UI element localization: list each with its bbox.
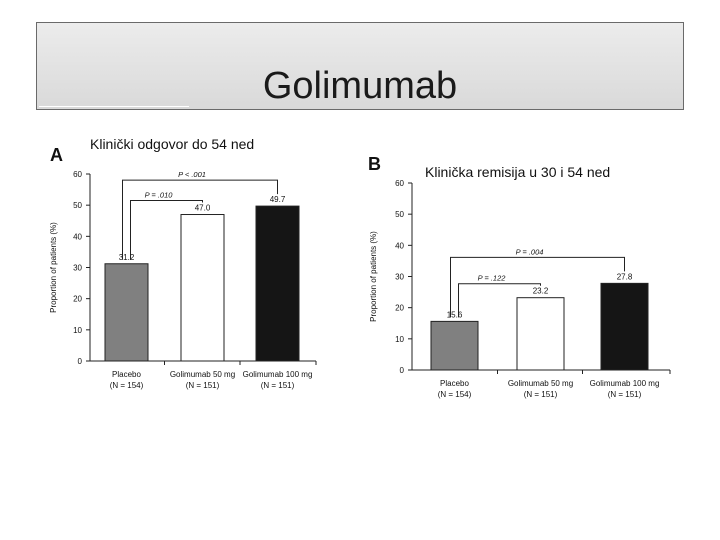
panel-b-y-tick-label: 20 <box>395 304 404 313</box>
panel-b-category-n-label: (N = 151) <box>524 390 558 399</box>
panel-b-y-tick-label: 50 <box>395 210 404 219</box>
panel-a-comparison-bracket <box>130 200 203 260</box>
panel-b-category-n-label: (N = 151) <box>608 390 642 399</box>
title-rule <box>39 106 189 107</box>
panel-b-comparison-label: P = .122 <box>478 274 507 283</box>
panel-a-y-axis-label: Proportion of patients (%) <box>49 222 58 313</box>
panel-a-letter: A <box>50 145 63 165</box>
panel-b-letter: B <box>368 154 381 174</box>
panel-b-category-n-label: (N = 154) <box>438 390 472 399</box>
panel-b-comparison-bracket <box>450 256 625 318</box>
title-banner: Golimumab <box>36 22 684 110</box>
panel-a-category-label: Golimumab 100 mg <box>243 370 313 379</box>
panel-a-category-label: Placebo <box>112 370 141 379</box>
panel-a-bar <box>104 263 149 362</box>
panel-a-y-tick-label: 50 <box>73 201 82 210</box>
panel-b-y-axis-label: Proportion of patients (%) <box>369 231 378 322</box>
panel-a-comparison-label: P = .010 <box>145 191 174 200</box>
panel-b-bar <box>430 320 479 371</box>
panel-a-category-n-label: (N = 151) <box>186 381 220 390</box>
panel-a-category-n-label: (N = 151) <box>261 381 295 390</box>
panel-b-title: Klinička remisija u 30 i 54 ned <box>425 164 611 180</box>
panel-a-y-tick-label: 10 <box>73 326 82 335</box>
panel-a-bar <box>255 205 300 362</box>
panel-b-bar <box>516 297 565 371</box>
panel-b-bar <box>600 282 649 371</box>
panel-a-comparison-label: P < .001 <box>178 170 206 179</box>
panel-a-bar-value-label: 49.7 <box>270 195 286 204</box>
panel-a-bar-value-label: 31.2 <box>119 253 135 262</box>
panel-b-y-tick-label: 40 <box>395 241 404 250</box>
panel-a-category-n-label: (N = 154) <box>110 381 144 390</box>
panel-b-comparison-label: P = .004 <box>516 247 544 256</box>
panel-b-y-tick-label: 30 <box>395 273 404 282</box>
panel-b-category-label: Placebo <box>440 379 469 388</box>
panel-b-y-tick-label: 10 <box>395 335 404 344</box>
panel-a-title: Klinički odgovor do 54 ned <box>90 136 255 152</box>
panel-b-y-tick-label: 0 <box>400 366 405 375</box>
panel-a-bar <box>180 214 225 362</box>
panel-b-bar-value-label: 23.2 <box>533 287 549 296</box>
panel-a-y-tick-label: 30 <box>73 264 82 273</box>
panel-b-comparison-bracket <box>458 283 541 318</box>
panel-a-category-label: Golimumab 50 mg <box>170 370 235 379</box>
panel-b-category-label: Golimumab 50 mg <box>508 379 573 388</box>
panel-b-y-tick-label: 60 <box>395 179 404 188</box>
panel-a-y-tick-label: 0 <box>78 357 83 366</box>
slide-title: Golimumab <box>262 65 458 107</box>
panel-a-y-tick-label: 20 <box>73 295 82 304</box>
panel-a-y-tick-label: 60 <box>73 170 82 179</box>
panel-a-comparison-bracket <box>122 179 278 260</box>
panel-b-category-label: Golimumab 100 mg <box>590 379 660 388</box>
panel-b-bar-value-label: 15.6 <box>447 310 463 319</box>
panel-b-bar-value-label: 27.8 <box>617 272 633 281</box>
panel-a-y-tick-label: 40 <box>73 232 82 241</box>
panel-a-bar-value-label: 47.0 <box>195 204 211 213</box>
